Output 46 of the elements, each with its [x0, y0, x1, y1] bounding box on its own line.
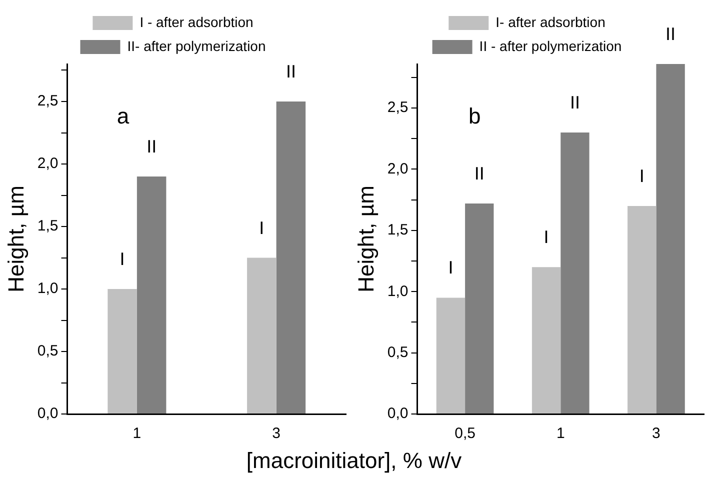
x-tick-label: 1 [556, 425, 565, 442]
annotation: I [120, 249, 125, 269]
legend-label: II- after polymerization [127, 38, 266, 54]
y-tick-label: 2,5 [387, 99, 408, 116]
y-axis-title: Height, µm [3, 186, 28, 292]
y-tick-label: 2,5 [37, 92, 58, 110]
y-tick-label: 1,5 [387, 222, 408, 239]
x-tick-label: 1 [132, 425, 142, 442]
annotation: a [116, 104, 130, 128]
bar [560, 132, 590, 414]
x-tick-label: 3 [272, 425, 280, 442]
x-tick-label: 0,5 [454, 425, 476, 442]
legend-label: I - after adsorbtion [140, 14, 254, 30]
y-tick-label: 1,5 [37, 218, 58, 235]
annotation: II [666, 24, 676, 44]
bar [532, 267, 561, 414]
annotation: I [259, 218, 264, 238]
bar [276, 102, 306, 414]
y-tick-label: 0,0 [37, 405, 58, 422]
legend-label: I- after adsorbtion [496, 14, 606, 30]
x-tick-label: 3 [652, 425, 660, 442]
annotation: II [146, 136, 157, 156]
bar [436, 298, 466, 414]
y-tick-label: 1,0 [37, 280, 58, 298]
bar [136, 176, 166, 414]
annotation: II [570, 92, 580, 113]
legend-label: II - after polymerization [479, 38, 622, 54]
annotation: I [544, 227, 549, 248]
annotation: I [448, 258, 454, 278]
y-tick-label: 0,0 [387, 405, 408, 422]
bar [108, 289, 137, 414]
x-axis-title: [macroinitiator], % w/v [245, 448, 463, 474]
annotation: II [474, 164, 484, 184]
y-tick-label: 0,5 [37, 342, 58, 360]
annotation: I [639, 166, 644, 186]
bar [628, 206, 656, 414]
bar [465, 204, 494, 414]
y-tick-label: 2,0 [387, 160, 408, 178]
bar [656, 64, 685, 414]
y-tick-label: 0,5 [387, 344, 408, 361]
annotation: b [468, 104, 481, 128]
y-tick-label: 2,0 [37, 155, 58, 172]
y-tick-label: 1,0 [387, 282, 408, 300]
y-axis-title: Height, µm [353, 186, 378, 292]
bar [247, 258, 276, 414]
annotation: II [286, 62, 296, 82]
